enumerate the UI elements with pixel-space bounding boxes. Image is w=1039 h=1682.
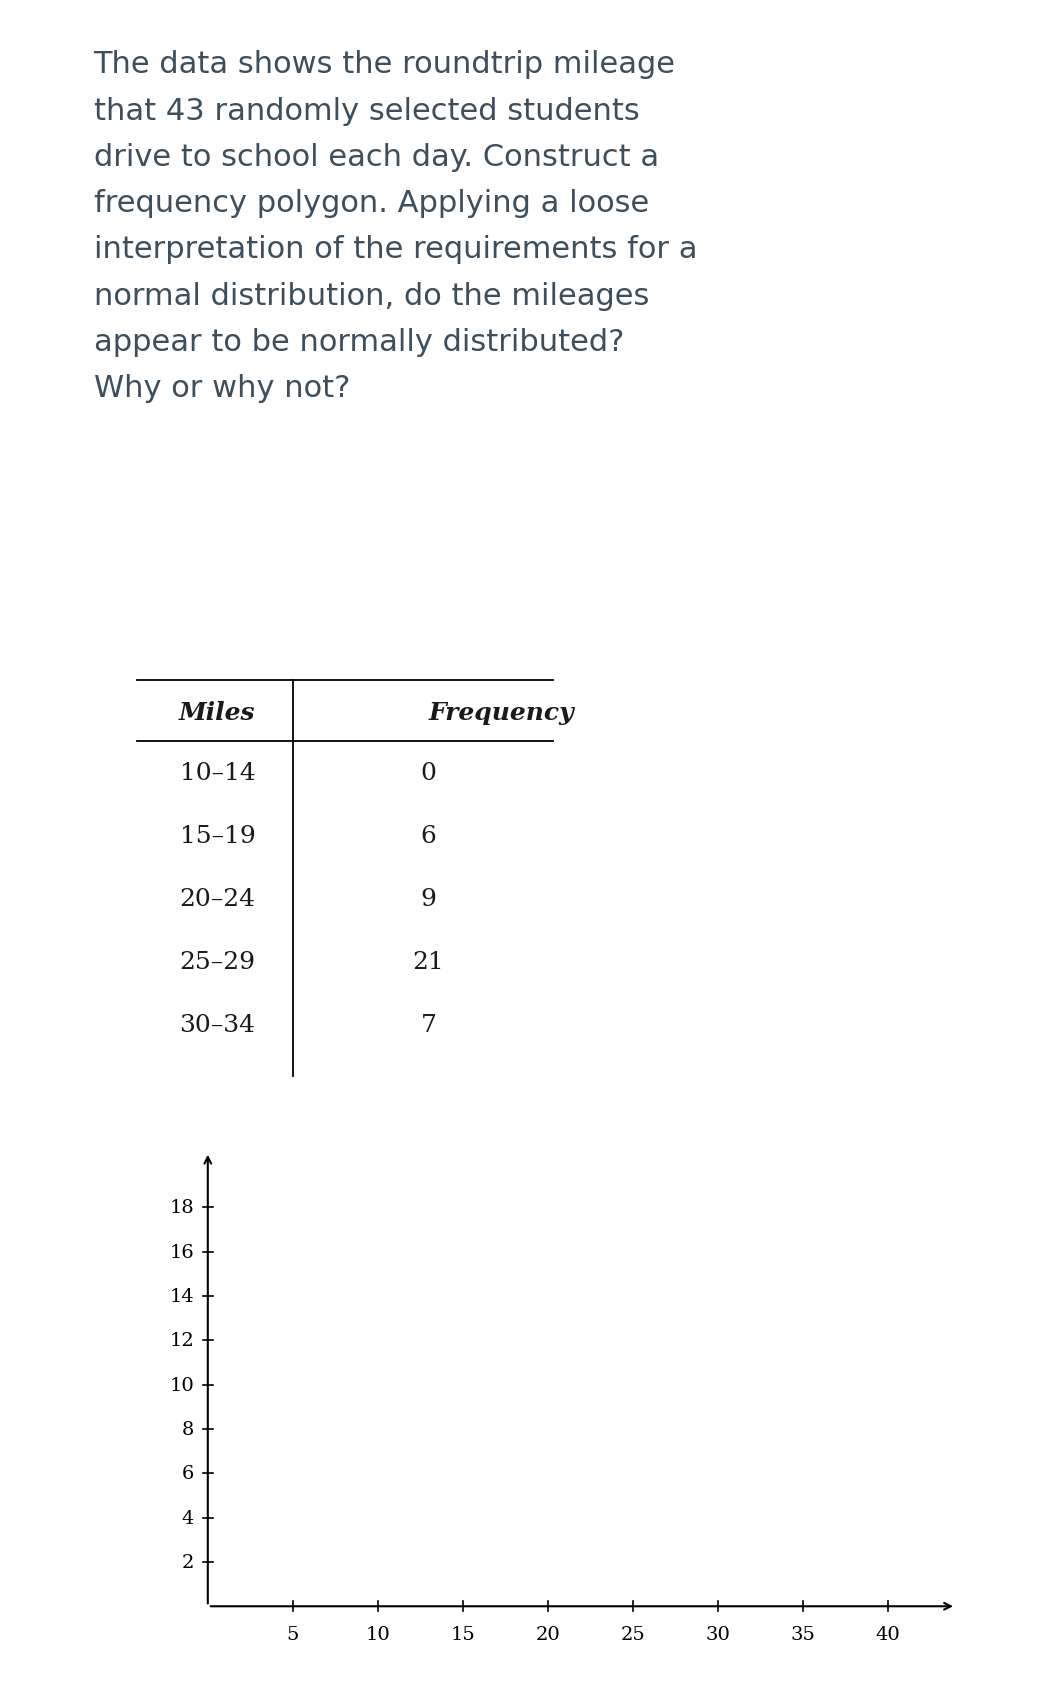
Text: 7: 7	[421, 1013, 436, 1036]
Text: 9: 9	[421, 886, 436, 910]
Text: 12: 12	[169, 1332, 194, 1349]
Text: 21: 21	[412, 950, 445, 974]
Text: 6: 6	[421, 824, 436, 848]
Text: 25–29: 25–29	[180, 950, 256, 974]
Text: 35: 35	[791, 1625, 816, 1643]
Text: 20: 20	[535, 1625, 560, 1643]
Text: Frequency: Frequency	[428, 701, 575, 725]
Text: 15–19: 15–19	[180, 824, 256, 848]
Text: Miles: Miles	[179, 701, 256, 725]
Text: 0: 0	[421, 762, 436, 784]
Text: 5: 5	[287, 1625, 299, 1643]
Text: 30: 30	[705, 1625, 730, 1643]
Text: 10: 10	[366, 1625, 391, 1643]
Text: 25: 25	[620, 1625, 645, 1643]
Text: 8: 8	[182, 1420, 194, 1438]
Text: 16: 16	[169, 1243, 194, 1262]
Text: 2: 2	[182, 1552, 194, 1571]
Text: 10–14: 10–14	[180, 762, 256, 784]
Text: 10: 10	[169, 1376, 194, 1394]
Text: 20–24: 20–24	[180, 886, 256, 910]
Text: 4: 4	[182, 1509, 194, 1527]
Text: 30–34: 30–34	[180, 1013, 256, 1036]
Text: 18: 18	[169, 1199, 194, 1216]
Text: 14: 14	[169, 1287, 194, 1305]
Text: The data shows the roundtrip mileage
that 43 randomly selected students
drive to: The data shows the roundtrip mileage tha…	[94, 50, 697, 404]
Text: 40: 40	[876, 1625, 900, 1643]
Text: 15: 15	[451, 1625, 475, 1643]
Text: 6: 6	[182, 1465, 194, 1482]
